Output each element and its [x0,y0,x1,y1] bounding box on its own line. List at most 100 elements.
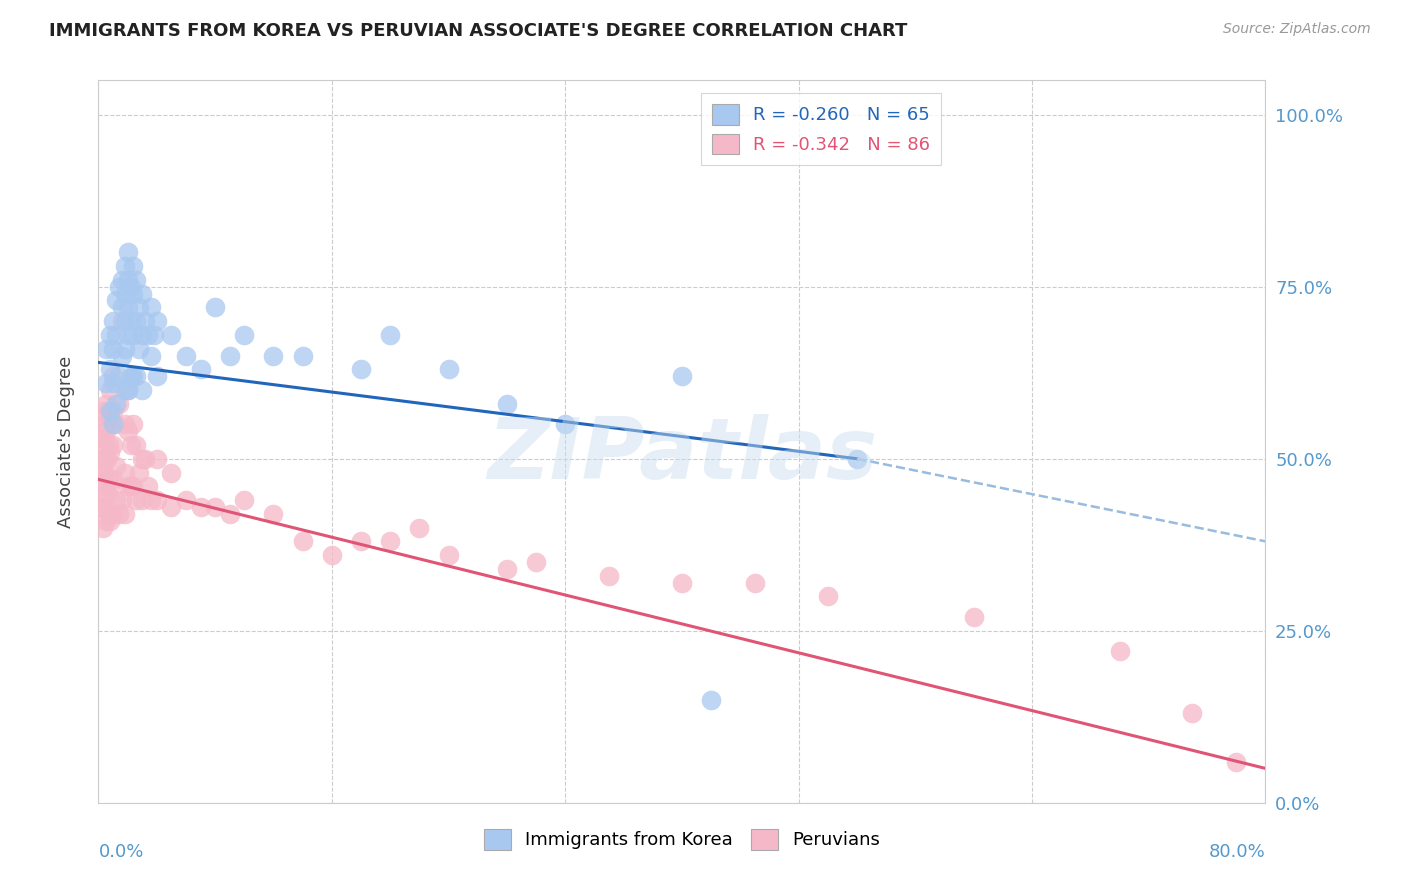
Point [146,369,169,384]
Y-axis label: Associate's Degree: Associate's Degree [56,355,75,528]
Point [111,273,134,287]
Point [96,451,118,466]
Point [160,327,183,342]
Point [218,507,240,521]
Point [94,424,117,438]
Point [91,438,114,452]
Point [93,403,115,417]
Point [160,466,183,480]
Point [114,383,136,397]
Point [93,431,115,445]
Point [146,451,169,466]
Point [128,342,150,356]
Point [174,493,197,508]
Point [97,403,120,417]
Point [91,410,114,425]
Point [131,493,153,508]
Point [120,369,142,384]
Point [122,369,145,384]
Point [817,590,839,604]
Point [96,486,118,500]
Point [671,369,693,384]
Point [233,493,256,508]
Point [437,362,460,376]
Point [108,507,131,521]
Point [218,349,240,363]
Point [262,349,284,363]
Point [139,301,162,315]
Point [291,534,314,549]
Text: 80.0%: 80.0% [1209,843,1265,861]
Point [136,327,159,342]
Point [962,610,984,624]
Point [114,507,136,521]
Point [97,507,120,521]
Text: 0.0%: 0.0% [98,843,143,861]
Point [111,301,134,315]
Text: ZIPatlas: ZIPatlas [486,415,877,498]
Point [91,466,114,480]
Point [120,479,142,493]
Point [262,507,284,521]
Point [94,514,117,528]
Point [131,327,153,342]
Point [97,438,120,452]
Point [496,562,519,576]
Point [101,376,124,390]
Point [93,500,115,514]
Point [204,500,226,514]
Point [233,327,256,342]
Point [204,301,226,315]
Point [291,349,314,363]
Point [104,293,127,308]
Point [380,327,402,342]
Point [114,259,136,273]
Point [101,342,124,356]
Point [350,534,373,549]
Point [117,273,139,287]
Point [125,493,148,508]
Point [101,472,124,486]
Point [117,383,139,397]
Point [136,479,159,493]
Point [98,403,121,417]
Point [114,417,136,432]
Point [134,314,156,328]
Point [1225,755,1247,769]
Point [117,301,139,315]
Point [174,349,197,363]
Point [98,362,121,376]
Point [122,327,145,342]
Point [104,417,127,432]
Point [94,479,117,493]
Point [125,369,148,384]
Point [91,493,114,508]
Point [139,349,162,363]
Point [321,548,343,562]
Point [90,472,112,486]
Point [101,507,124,521]
Point [120,438,142,452]
Point [101,369,124,384]
Point [700,692,723,706]
Point [134,451,156,466]
Point [114,466,136,480]
Point [125,273,148,287]
Point [104,458,127,473]
Point [146,493,169,508]
Point [91,520,114,534]
Point [122,479,145,493]
Point [1108,644,1130,658]
Point [160,500,183,514]
Point [101,403,124,417]
Point [111,349,134,363]
Text: Source: ZipAtlas.com: Source: ZipAtlas.com [1223,22,1371,37]
Point [131,383,153,397]
Point [122,417,145,432]
Point [101,314,124,328]
Point [94,397,117,411]
Point [104,397,127,411]
Point [139,493,162,508]
Point [108,369,131,384]
Point [117,383,139,397]
